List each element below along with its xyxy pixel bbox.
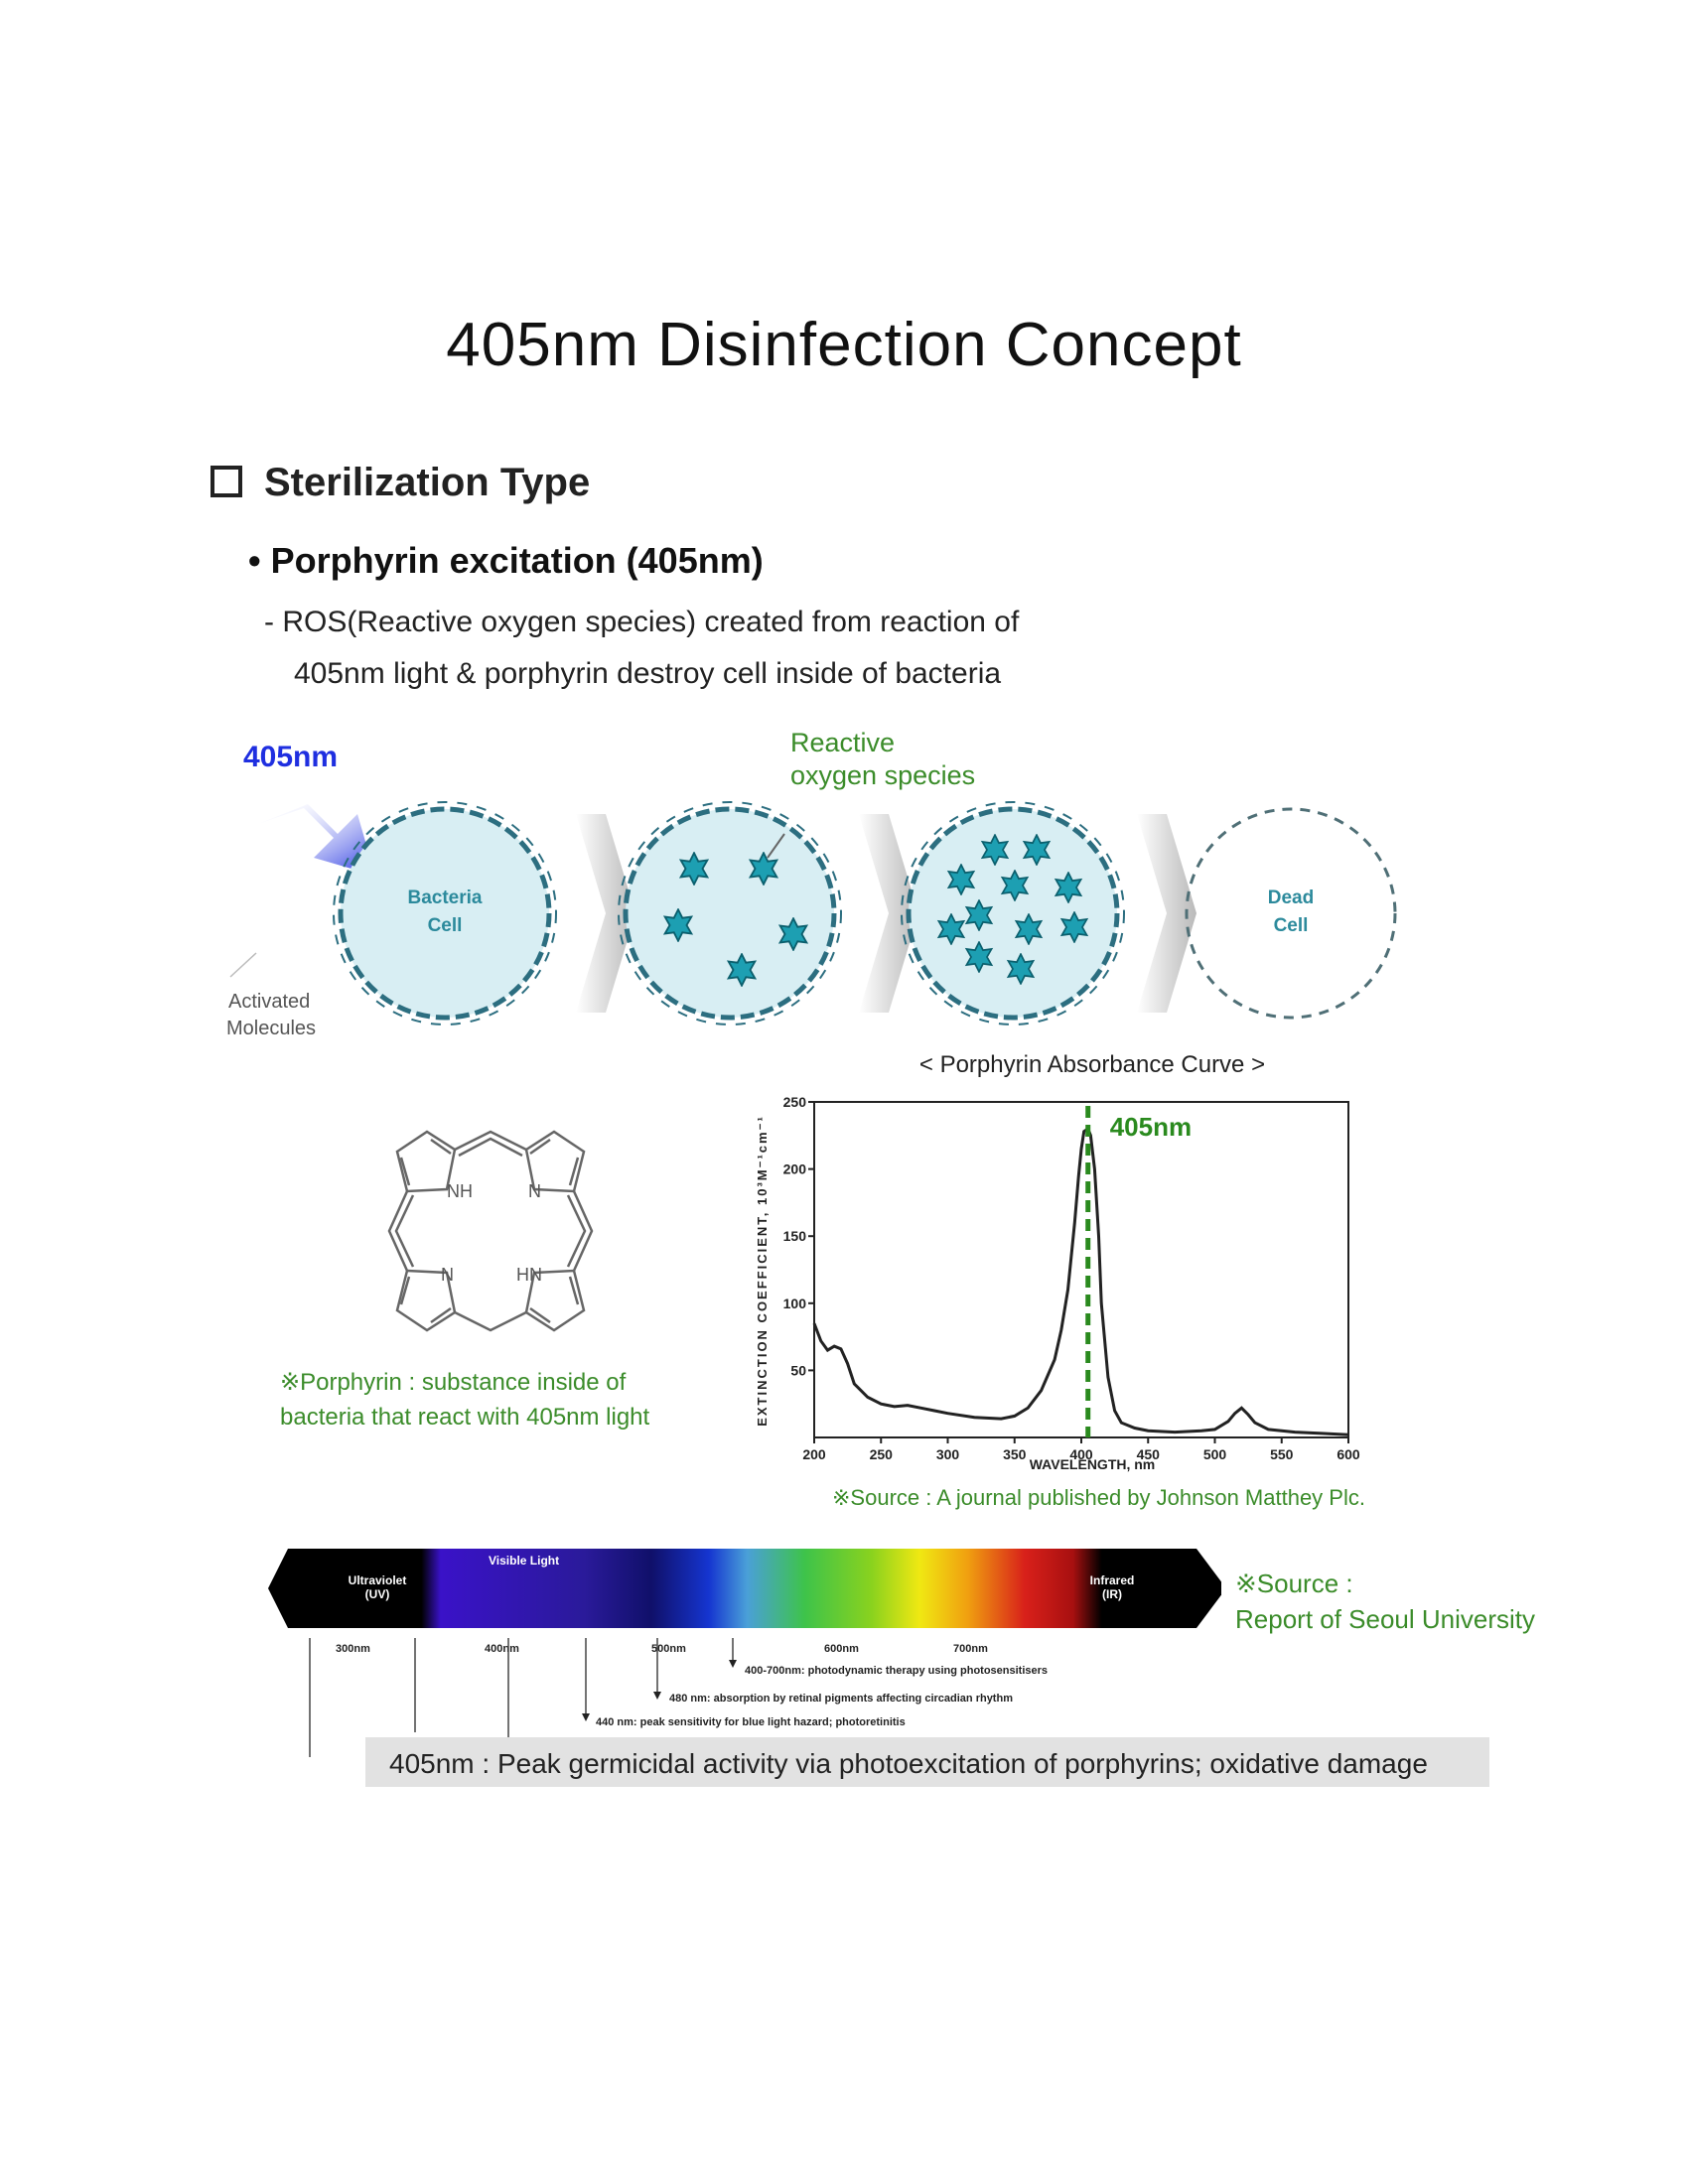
porphyrin-molecule-icon: NH N N HN bbox=[387, 1130, 594, 1332]
ros-label-line1: Reactive bbox=[790, 728, 895, 757]
nh-top-label: NH bbox=[447, 1181, 473, 1201]
n-top-label: N bbox=[528, 1181, 541, 1201]
peak-activity-box bbox=[365, 1737, 1489, 1787]
ros-label-line2: oxygen species bbox=[790, 760, 975, 790]
absorbance-curve-line bbox=[812, 1126, 1349, 1436]
annotation-440: 440 nm: peak sensitivity for blue light … bbox=[596, 1716, 906, 1728]
tick-500nm: 500nm bbox=[651, 1643, 686, 1655]
dead-label-line2: Cell bbox=[1274, 915, 1309, 936]
spectrum-source-line2: Report of Seoul University bbox=[1235, 1604, 1536, 1634]
x-tick-label: 350 bbox=[1003, 1446, 1027, 1462]
activated-label-line1: Activated bbox=[228, 991, 310, 1013]
light-arrow-icon bbox=[258, 804, 375, 876]
y-tick-label: 250 bbox=[783, 1094, 807, 1110]
x-tick-label: 300 bbox=[936, 1446, 960, 1462]
bacteria-label-line1: Bacteria bbox=[408, 887, 483, 908]
dead-label-line1: Dead bbox=[1268, 887, 1314, 908]
ros-filled-cell-icon bbox=[906, 806, 1120, 1021]
spectrum-bar bbox=[268, 1549, 1221, 1628]
x-tick-label: 200 bbox=[802, 1446, 826, 1462]
porphyrin-note-line1: ※Porphyrin : substance inside of bbox=[280, 1369, 627, 1396]
section-heading-text: Sterilization Type bbox=[264, 461, 591, 504]
ros-cell-icon bbox=[623, 806, 837, 1021]
bacteria-cell-icon bbox=[338, 806, 552, 1021]
light-spectrum-diagram: Ultraviolet (UV) Visible Light Infrared … bbox=[268, 1549, 1221, 1757]
light-label: 405nm bbox=[243, 741, 338, 773]
y-tick-label: 100 bbox=[783, 1296, 807, 1311]
n-bottom-label: N bbox=[441, 1265, 454, 1285]
x-tick-label: 250 bbox=[870, 1446, 894, 1462]
peak-activity-text: 405nm : Peak germicidal activity via pho… bbox=[389, 1748, 1428, 1779]
405nm-marker-label: 405nm bbox=[1110, 1112, 1192, 1142]
x-tick-label: 450 bbox=[1137, 1446, 1161, 1462]
bacteria-label-line2: Cell bbox=[428, 915, 463, 936]
uv-label-line1: Ultraviolet bbox=[349, 1573, 407, 1587]
bullet-heading: • Porphyrin excitation (405nm) bbox=[248, 540, 764, 581]
annotation-480: 480 nm: absorption by retinal pigments a… bbox=[669, 1693, 1013, 1705]
tick-600nm: 600nm bbox=[824, 1643, 859, 1655]
chevron-arrow-icon bbox=[1137, 814, 1196, 1013]
uv-label-line2: (UV) bbox=[365, 1587, 390, 1601]
page-title: 405nm Disinfection Concept bbox=[446, 311, 1242, 379]
annotation-400-700: 400-700nm: photodynamic therapy using ph… bbox=[745, 1665, 1048, 1677]
bacteria-cell-diagram: 405nm Reactive oxygen species Bacteria C… bbox=[226, 728, 1397, 1039]
tick-400nm: 400nm bbox=[485, 1643, 519, 1655]
absorbance-chart: < Porphyrin Absorbance Curve > 50 100 150 2… bbox=[755, 1051, 1360, 1472]
description-line-1: - ROS(Reactive oxygen species) created f… bbox=[264, 606, 1020, 638]
ir-label-line2: (IR) bbox=[1102, 1587, 1122, 1601]
x-tick-label: 500 bbox=[1203, 1446, 1227, 1462]
activated-label-line2: Molecules bbox=[226, 1018, 316, 1039]
section-heading: Sterilization Type bbox=[211, 461, 590, 505]
x-tick-label: 600 bbox=[1336, 1446, 1360, 1462]
checkbox-square-icon bbox=[211, 466, 242, 497]
x-tick-label: 550 bbox=[1270, 1446, 1294, 1462]
x-axis-label: WAVELENGTH, nm bbox=[1030, 1456, 1156, 1472]
ir-label-line1: Infrared bbox=[1090, 1573, 1135, 1587]
tick-700nm: 700nm bbox=[953, 1643, 988, 1655]
spectrum-source-line1: ※Source : bbox=[1235, 1569, 1353, 1598]
dead-cell-icon bbox=[1185, 807, 1397, 1020]
y-axis-label: EXTINCTION COEFFICIENT, 10³M⁻¹cm⁻¹ bbox=[755, 1115, 770, 1427]
chart-title: < Porphyrin Absorbance Curve > bbox=[919, 1051, 1265, 1078]
y-tick-label: 150 bbox=[783, 1228, 807, 1244]
porphyrin-note-line2: bacteria that react with 405nm light bbox=[280, 1404, 650, 1431]
chevron-arrow-icon bbox=[859, 814, 918, 1013]
description-line-2: 405nm light & porphyrin destroy cell ins… bbox=[294, 657, 1002, 690]
chevron-arrow-icon bbox=[576, 814, 635, 1013]
y-tick-label: 200 bbox=[783, 1161, 807, 1177]
visible-light-label: Visible Light bbox=[489, 1554, 559, 1568]
tick-300nm: 300nm bbox=[336, 1643, 370, 1655]
x-tick-label: 400 bbox=[1069, 1446, 1093, 1462]
y-tick-label: 50 bbox=[790, 1362, 806, 1378]
chart-source: ※Source : A journal published by Johnson… bbox=[832, 1485, 1365, 1510]
hn-bottom-label: HN bbox=[516, 1265, 542, 1285]
